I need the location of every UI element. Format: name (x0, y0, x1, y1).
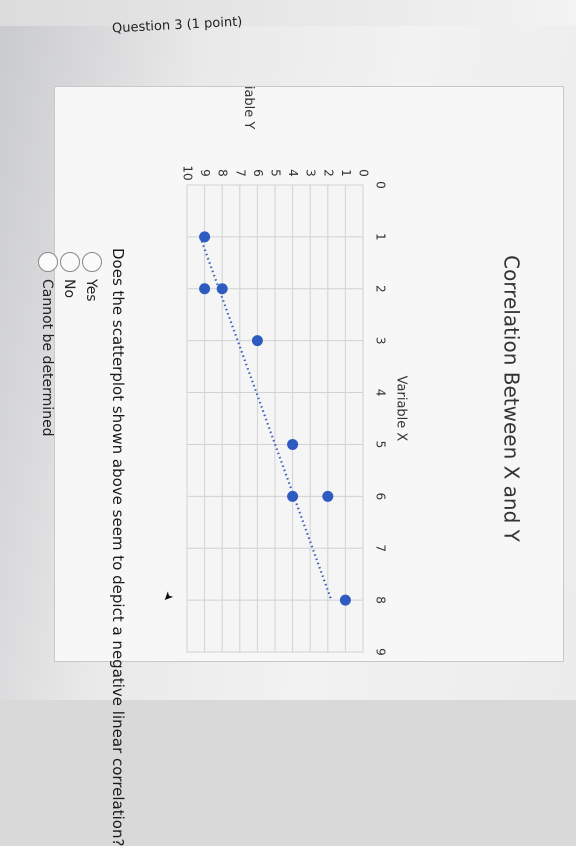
data-point (216, 283, 228, 295)
trend-line (199, 236, 333, 601)
x-axis-label: Variable X (394, 376, 409, 442)
y-tick-label: 4 (286, 169, 300, 177)
x-tick-label: 3 (374, 337, 388, 345)
y-tick-label: 10 (181, 165, 195, 180)
y-tick-label: 8 (216, 169, 230, 177)
y-tick-label: 0 (357, 169, 371, 177)
x-tick-label: 6 (374, 493, 388, 501)
cropped-page-top: Question 3 (1 point) (0, 0, 576, 36)
question-text: Does the scatterplot shown above seem to… (109, 248, 127, 846)
data-point (199, 283, 211, 295)
radio-option-3[interactable] (38, 252, 58, 272)
data-point (339, 594, 351, 606)
y-tick-label: 1 (339, 169, 353, 177)
radio-option-2[interactable] (60, 252, 80, 272)
answer-options: Yes No Cannot be determined (38, 252, 102, 437)
option-label[interactable]: No (61, 279, 77, 299)
x-tick-label: 2 (374, 285, 388, 293)
x-tick-label: 5 (374, 441, 388, 449)
x-tick-label: 9 (374, 648, 388, 656)
option-label[interactable]: Cannot be determined (39, 279, 55, 437)
y-axis-label: Variable Y (241, 87, 256, 129)
data-point (322, 490, 334, 502)
x-tick-label: 4 (374, 389, 388, 397)
y-tick-label: 2 (321, 169, 335, 177)
data-point (251, 335, 263, 347)
option-label[interactable]: Yes (83, 279, 99, 302)
y-tick-label: 5 (269, 169, 283, 177)
y-tick-label: 3 (304, 169, 318, 177)
y-tick-label: 6 (251, 169, 265, 177)
y-tick-label: 7 (233, 169, 247, 177)
radio-option-1[interactable] (82, 252, 102, 272)
x-tick-label: 7 (374, 544, 388, 552)
y-tick-label: 9 (198, 169, 212, 177)
chart-panel: 0 1 2 3 4 5 6 7 8 9 10 0 1 2 3 4 5 6 7 8 9 Variable Y Variable… (54, 86, 564, 662)
x-tick-label: 8 (374, 596, 388, 604)
data-point (287, 490, 299, 502)
x-tick-label: 0 (374, 181, 388, 189)
chart-title: Correlation Between X and Y (500, 255, 524, 543)
data-point (199, 231, 211, 243)
x-tick-label: 1 (374, 233, 388, 241)
data-point (287, 438, 299, 450)
